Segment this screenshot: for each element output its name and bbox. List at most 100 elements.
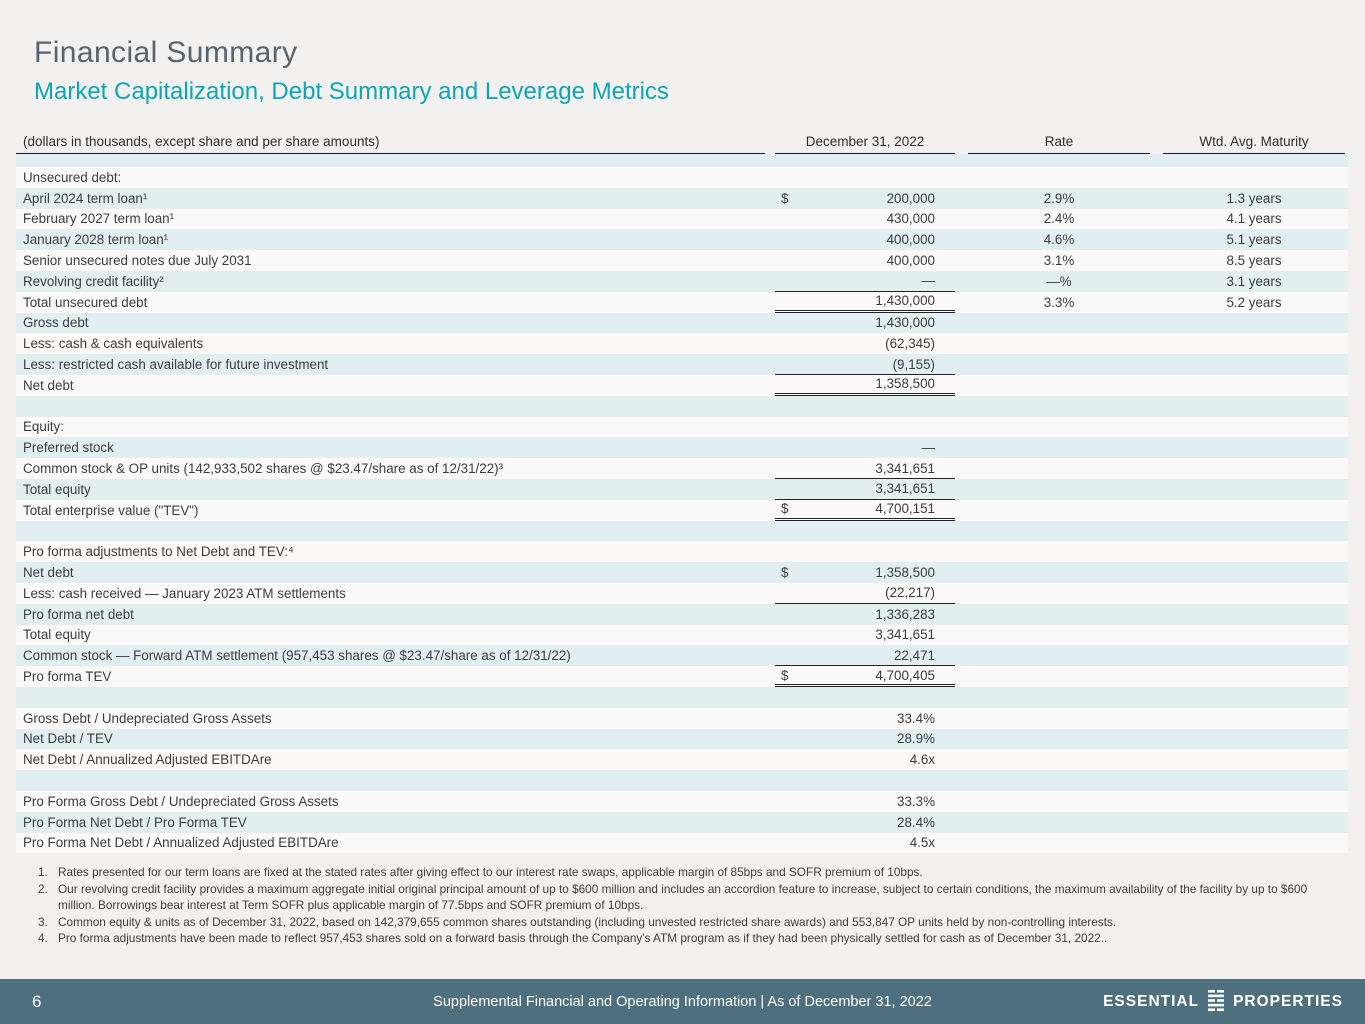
value-cell: $ 4,700,405 [775, 666, 955, 687]
table-row [16, 770, 1348, 791]
table-header-rate: Rate [968, 134, 1150, 154]
value-cell: 28.9% [775, 729, 955, 750]
brand-logo: ESSENTIAL PROPERTIES [1103, 989, 1343, 1015]
table-row: Total equity 3,341,651 [16, 624, 1348, 646]
value-cell: 33.4% [775, 708, 955, 729]
value-cell: 28.4% [775, 812, 955, 833]
row-rate: 4.6% [1043, 232, 1075, 248]
row-value: 28.9% [897, 731, 935, 747]
financial-table: (dollars in thousands, except share and … [16, 128, 1348, 854]
value-cell: — [775, 437, 955, 458]
row-value: 400,000 [886, 232, 935, 248]
table-row [16, 686, 1348, 708]
table-row: Net Debt / TEV 28.9% [16, 728, 1348, 750]
row-value: 1,336,283 [875, 606, 935, 622]
table-body: Unsecured debt: April 2024 term loan¹ $ … [16, 154, 1348, 854]
value-cell [775, 541, 955, 562]
row-value: 400,000 [886, 253, 935, 269]
row-rate: 3.3% [1043, 294, 1075, 310]
table-row: Pro Forma Net Debt / Annualized Adjusted… [16, 832, 1348, 854]
table-row: Less: cash received — January 2023 ATM s… [16, 582, 1348, 604]
table-row: Pro Forma Net Debt / Pro Forma TEV 28.4% [16, 811, 1348, 833]
row-value: 200,000 [886, 190, 935, 206]
value-cell: 1,430,000 [775, 313, 955, 334]
table-row [16, 395, 1348, 417]
table-row: Preferred stock — [16, 437, 1348, 459]
row-value: 3,341,651 [875, 460, 935, 476]
table-row: Total unsecured debt 1,430,000 3.3% 5.2 … [16, 291, 1348, 313]
value-cell [775, 417, 955, 438]
table-row: January 2028 term loan¹ 400,000 4.6% 5.1… [16, 229, 1348, 251]
table-header-maturity: Wtd. Avg. Maturity [1163, 134, 1345, 154]
row-value: (22,217) [885, 585, 935, 601]
value-cell: $ 1,358,500 [775, 562, 955, 583]
value-cell: (62,345) [775, 333, 955, 354]
table-row: Pro forma TEV $ 4,700,405 [16, 666, 1348, 687]
dollar-sign: $ [781, 501, 789, 517]
table-row: Net debt 1,358,500 [16, 374, 1348, 396]
table-row: Common stock — Forward ATM settlement (9… [16, 645, 1348, 667]
row-label: Net debt [23, 565, 74, 581]
value-cell: 3,341,651 [775, 458, 955, 479]
row-rate: 2.4% [1043, 211, 1075, 227]
row-label: Total equity [23, 627, 91, 643]
row-value: 3,341,651 [875, 627, 935, 643]
table-row: April 2024 term loan¹ $ 200,000 2.9% 1.3… [16, 187, 1348, 209]
row-maturity: 5.2 years [1226, 294, 1282, 310]
row-value: 33.4% [897, 710, 935, 726]
table-row [16, 154, 1348, 167]
value-cell [775, 167, 955, 188]
brand-icon [1208, 989, 1225, 1011]
row-value: 1,358,500 [875, 565, 935, 581]
row-maturity: 8.5 years [1226, 253, 1282, 269]
footer-text: Supplemental Financial and Operating Inf… [433, 993, 932, 1010]
row-label: Senior unsecured notes due July 2031 [23, 253, 252, 269]
row-label: Pro forma TEV [23, 669, 112, 685]
footnote: 2. Our revolving credit facility provide… [38, 882, 1323, 914]
value-cell: — [775, 271, 955, 292]
footnote: 1. Rates presented for our term loans ar… [38, 865, 1323, 881]
table-row: Less: cash & cash equivalents (62,345) [16, 333, 1348, 355]
value-cell [775, 770, 955, 791]
row-value: 4.5x [909, 835, 935, 851]
dollar-sign: $ [781, 190, 789, 206]
row-value: — [921, 440, 935, 456]
page-number: 6 [32, 991, 42, 1011]
row-value: 1,358,500 [875, 376, 935, 392]
row-label: Pro Forma Net Debt / Annualized Adjusted… [23, 835, 339, 851]
row-label: Pro forma adjustments to Net Debt and TE… [23, 544, 294, 560]
row-label: January 2028 term loan¹ [23, 232, 169, 248]
value-cell: 4.6x [775, 749, 955, 770]
footnote-text: Our revolving credit facility provides a… [58, 882, 1308, 912]
value-cell: 1,336,283 [775, 604, 955, 625]
table-row: Net Debt / Annualized Adjusted EBITDAre … [16, 749, 1348, 771]
row-label: Common stock — Forward ATM settlement (9… [23, 648, 571, 664]
row-label: Unsecured debt: [23, 169, 122, 185]
footnote-text: Rates presented for our term loans are f… [58, 865, 923, 880]
row-value: 1,430,000 [875, 293, 935, 309]
row-label: Net Debt / Annualized Adjusted EBITDAre [23, 752, 272, 768]
footnote-text: Common equity & units as of December 31,… [58, 914, 1117, 929]
brand-essential-text: ESSENTIAL [1103, 992, 1200, 1010]
row-label: Less: restricted cash available for futu… [23, 357, 329, 373]
row-maturity: 1.3 years [1226, 190, 1282, 206]
page-subtitle: Market Capitalization, Debt Summary and … [34, 78, 669, 105]
row-label: April 2024 term loan¹ [23, 190, 148, 206]
row-value: 33.3% [897, 793, 935, 809]
table-row: Equity: [16, 416, 1348, 438]
row-label: Gross Debt / Undepreciated Gross Assets [23, 710, 272, 726]
value-cell: 33.3% [775, 791, 955, 812]
table-row: Senior unsecured notes due July 2031 400… [16, 250, 1348, 271]
row-value: 1,430,000 [875, 315, 935, 331]
value-cell: 400,000 [775, 229, 955, 250]
table-row: Gross debt 1,430,000 [16, 312, 1348, 334]
page-title: Financial Summary [34, 36, 298, 69]
row-label: Revolving credit facility² [23, 273, 164, 289]
row-label: Less: cash received — January 2023 ATM s… [23, 585, 346, 601]
table-row: Pro forma adjustments to Net Debt and TE… [16, 541, 1348, 563]
footnote: 4. Pro forma adjustments have been made … [38, 931, 1323, 947]
table-row: Less: restricted cash available for futu… [16, 354, 1348, 375]
row-label: Net debt [23, 377, 74, 393]
value-cell: (9,155) [775, 354, 955, 375]
row-label: Pro Forma Gross Debt / Undepreciated Gro… [23, 793, 339, 809]
